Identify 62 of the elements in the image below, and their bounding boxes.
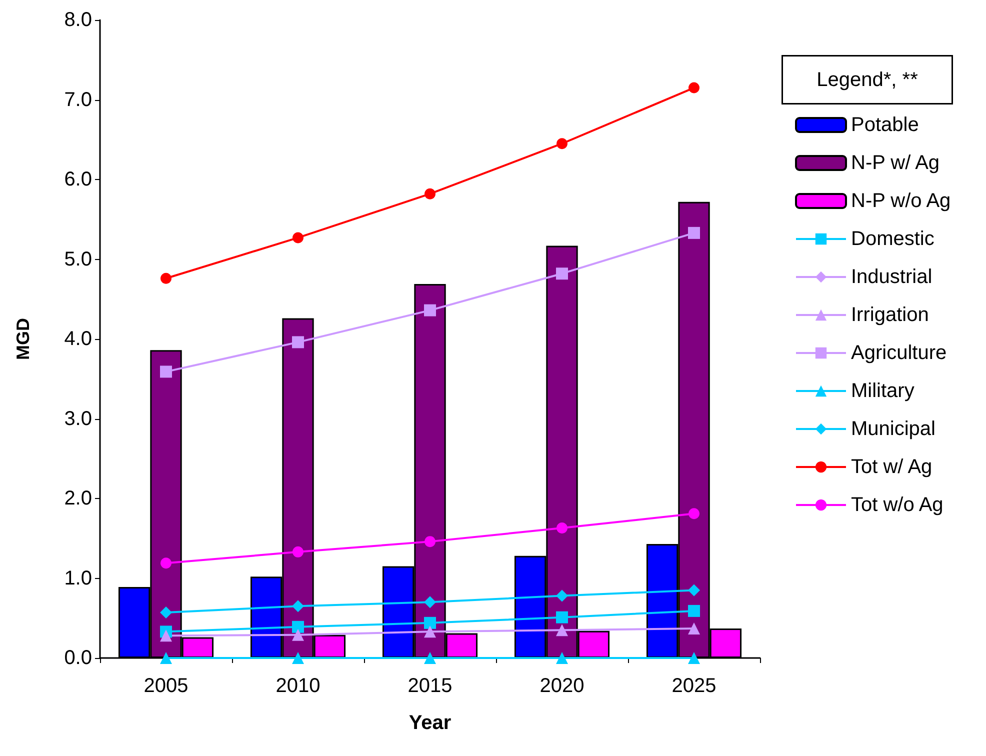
legend-label: Municipal	[851, 418, 936, 440]
point	[424, 596, 436, 608]
point	[424, 188, 436, 200]
legend-label: Industrial	[851, 266, 932, 288]
y-tick-label: 2.0	[64, 488, 92, 510]
point	[424, 616, 436, 629]
legend-label: Irrigation	[851, 304, 929, 326]
y-tick-label: 1.0	[64, 567, 92, 590]
point	[556, 522, 568, 534]
point	[688, 508, 700, 520]
y-tick-label: 6.0	[64, 168, 92, 190]
point	[292, 600, 304, 612]
legend-label: Tot w/o Ag	[851, 494, 944, 516]
point	[292, 232, 304, 244]
point	[292, 336, 304, 348]
x-tick-label: 2010	[276, 675, 320, 697]
point	[160, 630, 172, 642]
x-axis-title: Year	[408, 712, 452, 734]
y-tick-label: 5.0	[64, 248, 92, 270]
legend-label: N-P w/o Ag	[851, 190, 951, 212]
point	[292, 546, 304, 558]
point	[160, 366, 172, 378]
point	[688, 584, 700, 596]
x-tick-label: 2025	[672, 675, 716, 697]
legend-label: Military	[851, 380, 914, 402]
point	[292, 652, 304, 664]
point	[556, 138, 568, 150]
y-tick-label: 8.0	[64, 9, 92, 31]
point	[688, 226, 700, 239]
point	[688, 82, 700, 94]
point	[556, 590, 568, 602]
point	[424, 626, 436, 638]
point	[688, 652, 700, 664]
x-tick-label: 2005	[144, 675, 188, 697]
point	[292, 620, 304, 633]
legend-label: Domestic	[851, 228, 934, 250]
y-axis-title: MGD	[13, 318, 33, 360]
x-tick-label: 2020	[540, 675, 584, 697]
legend-label: Agriculture	[851, 342, 947, 364]
point	[424, 536, 436, 548]
legend-label: Potable	[851, 114, 919, 136]
y-tick-label: 4.0	[64, 328, 92, 350]
point	[556, 652, 568, 664]
point	[556, 268, 568, 280]
point	[160, 606, 172, 619]
point	[160, 272, 172, 284]
point	[556, 611, 568, 624]
point	[160, 652, 172, 664]
point	[160, 558, 172, 569]
y-tick-label: 3.0	[64, 408, 92, 430]
point	[424, 652, 436, 664]
point	[556, 624, 568, 636]
point	[292, 628, 304, 641]
point	[688, 622, 700, 634]
point	[688, 604, 700, 617]
y-tick-label: 0.0	[64, 647, 92, 669]
point	[424, 304, 436, 316]
legend-title: Legend*, **	[816, 68, 918, 91]
y-tick-label: 7.0	[64, 88, 92, 111]
legend-label: Tot w/ Ag	[851, 456, 932, 478]
legend-label: N-P w/ Ag	[851, 152, 940, 174]
x-tick-label: 2015	[408, 675, 452, 697]
